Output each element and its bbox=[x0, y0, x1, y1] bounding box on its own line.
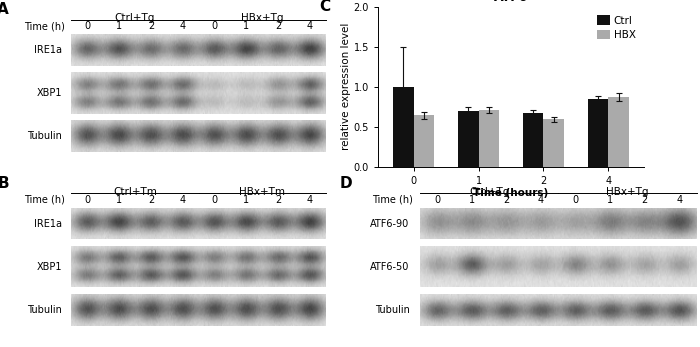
Text: 0: 0 bbox=[211, 21, 218, 31]
Text: A: A bbox=[0, 2, 9, 17]
Text: Tubulin: Tubulin bbox=[27, 305, 62, 315]
Text: Tubulin: Tubulin bbox=[374, 305, 409, 315]
Text: 0: 0 bbox=[211, 195, 218, 205]
Text: Tubulin: Tubulin bbox=[27, 131, 62, 141]
Text: ATF6-50: ATF6-50 bbox=[370, 262, 410, 272]
X-axis label: Time (hours): Time (hours) bbox=[473, 188, 549, 198]
Bar bbox=[587, 99, 608, 167]
Bar bbox=[523, 113, 543, 167]
Text: IRE1a: IRE1a bbox=[34, 219, 62, 229]
Text: 2: 2 bbox=[275, 195, 281, 205]
Text: 1: 1 bbox=[607, 195, 613, 205]
Text: 0: 0 bbox=[84, 195, 90, 205]
Text: HBx+Tg: HBx+Tg bbox=[606, 187, 649, 197]
Text: Time (h): Time (h) bbox=[24, 195, 65, 205]
Text: 4: 4 bbox=[180, 21, 186, 31]
Bar bbox=[458, 111, 479, 167]
Legend: Ctrl, HBX: Ctrl, HBX bbox=[594, 12, 639, 43]
Y-axis label: relative expression level: relative expression level bbox=[341, 23, 351, 151]
Text: 2: 2 bbox=[503, 195, 510, 205]
Text: 2: 2 bbox=[641, 195, 648, 205]
Text: 1: 1 bbox=[116, 21, 122, 31]
Text: XBP1: XBP1 bbox=[36, 88, 62, 98]
Text: ATF6-90: ATF6-90 bbox=[370, 219, 410, 229]
Text: 4: 4 bbox=[676, 195, 682, 205]
Text: HBx+Tm: HBx+Tm bbox=[239, 187, 285, 197]
Text: B: B bbox=[0, 176, 9, 191]
Text: 1: 1 bbox=[469, 195, 475, 205]
Bar bbox=[414, 116, 435, 167]
Bar bbox=[479, 110, 499, 167]
Text: Time (h): Time (h) bbox=[372, 195, 413, 205]
Text: 0: 0 bbox=[573, 195, 579, 205]
Text: 4: 4 bbox=[180, 195, 186, 205]
Text: XBP1: XBP1 bbox=[36, 262, 62, 272]
Bar bbox=[393, 87, 414, 167]
Text: 1: 1 bbox=[243, 195, 249, 205]
Bar bbox=[608, 97, 629, 167]
Text: 2: 2 bbox=[148, 195, 154, 205]
Text: 1: 1 bbox=[243, 21, 249, 31]
Text: 4: 4 bbox=[307, 21, 313, 31]
Text: HBx+Tg: HBx+Tg bbox=[241, 13, 284, 23]
Title: ATF6: ATF6 bbox=[494, 0, 528, 5]
Text: 0: 0 bbox=[84, 21, 90, 31]
Text: 4: 4 bbox=[307, 195, 313, 205]
Bar bbox=[543, 119, 564, 167]
Text: 2: 2 bbox=[148, 21, 154, 31]
Text: 2: 2 bbox=[275, 21, 281, 31]
Text: 0: 0 bbox=[434, 195, 440, 205]
Text: C: C bbox=[319, 0, 330, 14]
Text: Ctrl+Tg: Ctrl+Tg bbox=[115, 13, 155, 23]
Text: D: D bbox=[340, 176, 352, 191]
Text: Time (h): Time (h) bbox=[24, 21, 65, 31]
Text: 1: 1 bbox=[116, 195, 122, 205]
Text: Ctrl+Tm: Ctrl+Tm bbox=[113, 187, 157, 197]
Text: 4: 4 bbox=[538, 195, 544, 205]
Text: Ctrl+Tg: Ctrl+Tg bbox=[469, 187, 510, 197]
Text: IRE1a: IRE1a bbox=[34, 45, 62, 55]
